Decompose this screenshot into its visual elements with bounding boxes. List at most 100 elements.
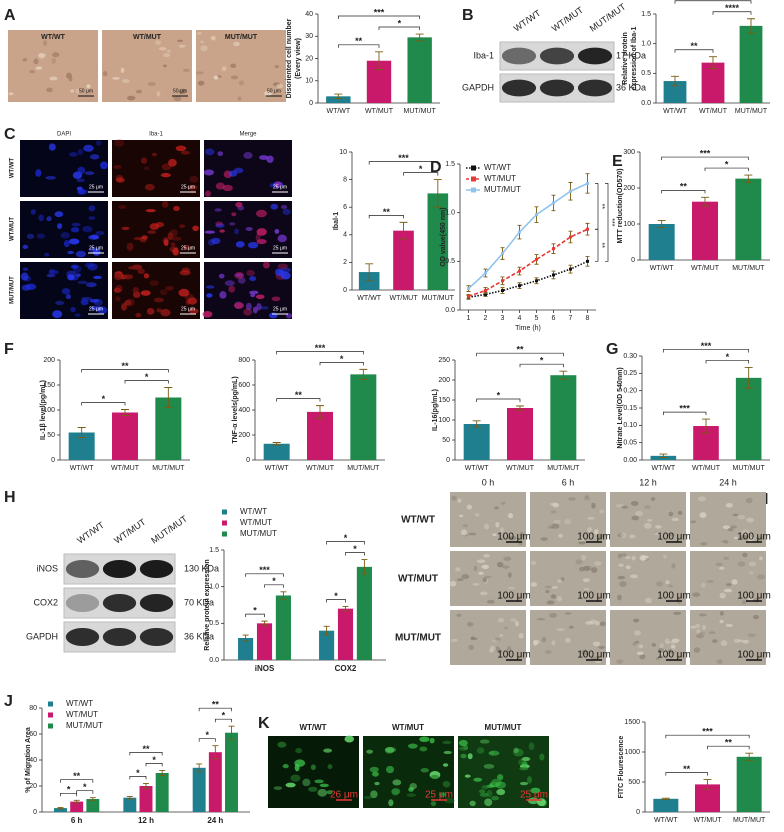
cell bbox=[77, 280, 88, 284]
cell bbox=[54, 211, 64, 218]
cell bbox=[70, 227, 80, 233]
significance-label: * bbox=[344, 533, 348, 543]
significance-label: *** bbox=[259, 565, 270, 575]
legend-swatch bbox=[48, 701, 53, 707]
cell bbox=[77, 148, 84, 156]
cell bbox=[88, 216, 96, 220]
cell bbox=[496, 788, 506, 796]
cell bbox=[617, 533, 625, 538]
cell bbox=[213, 75, 219, 80]
scale-label: 100 μm bbox=[497, 650, 531, 661]
lane-label: WT/WT bbox=[512, 8, 543, 34]
x-tick-label: MUT/MUT bbox=[347, 465, 380, 472]
cell bbox=[668, 584, 673, 588]
y-tick-label: 100 bbox=[623, 221, 635, 228]
cell bbox=[459, 514, 464, 518]
cell bbox=[693, 647, 701, 653]
cell bbox=[716, 659, 723, 664]
blot-band bbox=[139, 594, 174, 612]
significance-bracket bbox=[337, 15, 421, 20]
cell bbox=[326, 790, 333, 795]
significance-label: ** bbox=[683, 764, 691, 774]
bar bbox=[648, 224, 675, 260]
cell bbox=[406, 793, 417, 797]
x-tick-label: WT/MUT bbox=[692, 465, 721, 472]
significance-label: * bbox=[419, 164, 423, 174]
cell bbox=[170, 242, 176, 247]
scale-label: 50 μm bbox=[267, 88, 281, 94]
cell bbox=[536, 617, 546, 621]
error-bar bbox=[143, 782, 149, 790]
cell bbox=[409, 783, 417, 790]
column-header: 12 h bbox=[639, 477, 657, 487]
band-name: GAPDH bbox=[26, 631, 58, 641]
significance-label: **** bbox=[725, 3, 740, 13]
cell bbox=[173, 205, 180, 212]
cell bbox=[113, 165, 122, 169]
cell bbox=[408, 787, 414, 792]
cell bbox=[759, 556, 763, 561]
cell bbox=[200, 45, 208, 52]
y-tick-label: 0.05 bbox=[623, 440, 637, 447]
blot-band bbox=[65, 560, 100, 578]
bar bbox=[70, 801, 84, 812]
cell bbox=[221, 66, 227, 72]
error-bar bbox=[703, 779, 712, 790]
cell bbox=[274, 181, 282, 188]
x-tick-label: WT/MUT bbox=[390, 295, 419, 302]
cell bbox=[467, 753, 473, 760]
cell bbox=[171, 236, 182, 241]
bar bbox=[701, 62, 725, 103]
significance-label: * bbox=[152, 755, 156, 765]
cell bbox=[690, 520, 697, 524]
cell bbox=[205, 285, 215, 289]
cell bbox=[344, 735, 354, 743]
image-label: WT/WT bbox=[299, 723, 326, 732]
micrograph bbox=[363, 736, 454, 808]
cell bbox=[137, 268, 145, 275]
cell bbox=[215, 223, 225, 228]
cell bbox=[43, 40, 48, 47]
cell bbox=[671, 563, 676, 569]
cell bbox=[22, 57, 28, 62]
y-tick-label: 1000 bbox=[624, 749, 640, 756]
cell bbox=[442, 780, 451, 788]
significance-bracket bbox=[476, 352, 564, 357]
cell bbox=[519, 766, 529, 771]
band-size: 36 KDa bbox=[616, 82, 646, 92]
panel-letter: G bbox=[606, 341, 618, 358]
x-tick-label: WT/WT bbox=[654, 817, 678, 824]
bar bbox=[507, 408, 533, 460]
cell bbox=[256, 228, 267, 236]
x-tick-label: 2 bbox=[484, 315, 488, 322]
cell bbox=[479, 739, 490, 744]
cell bbox=[496, 648, 503, 654]
error-bar bbox=[242, 634, 249, 642]
cell bbox=[725, 583, 732, 587]
cell bbox=[214, 208, 222, 212]
significance-bracket bbox=[81, 369, 169, 373]
cell bbox=[234, 302, 244, 309]
cell bbox=[180, 150, 191, 155]
cell bbox=[476, 747, 485, 754]
significance-label: * bbox=[334, 591, 338, 601]
cell bbox=[66, 270, 77, 278]
significance-bracket bbox=[124, 380, 169, 384]
cell bbox=[663, 554, 667, 559]
x-tick-label: WT/WT bbox=[326, 108, 350, 115]
band-size: 17 KDa bbox=[616, 50, 646, 60]
band-name: iNOS bbox=[36, 563, 58, 573]
cell bbox=[550, 594, 557, 599]
significance-bracket bbox=[665, 772, 708, 776]
cell bbox=[466, 504, 473, 510]
cell bbox=[22, 244, 29, 250]
y-tick-label: 0.5 bbox=[209, 620, 219, 627]
cell bbox=[30, 209, 36, 215]
cell bbox=[483, 763, 495, 769]
significance-label: * bbox=[497, 390, 501, 400]
bar bbox=[238, 638, 254, 660]
cell bbox=[643, 522, 652, 529]
cell bbox=[250, 293, 256, 298]
significance-label: * bbox=[253, 606, 257, 616]
error-bar bbox=[228, 725, 235, 740]
